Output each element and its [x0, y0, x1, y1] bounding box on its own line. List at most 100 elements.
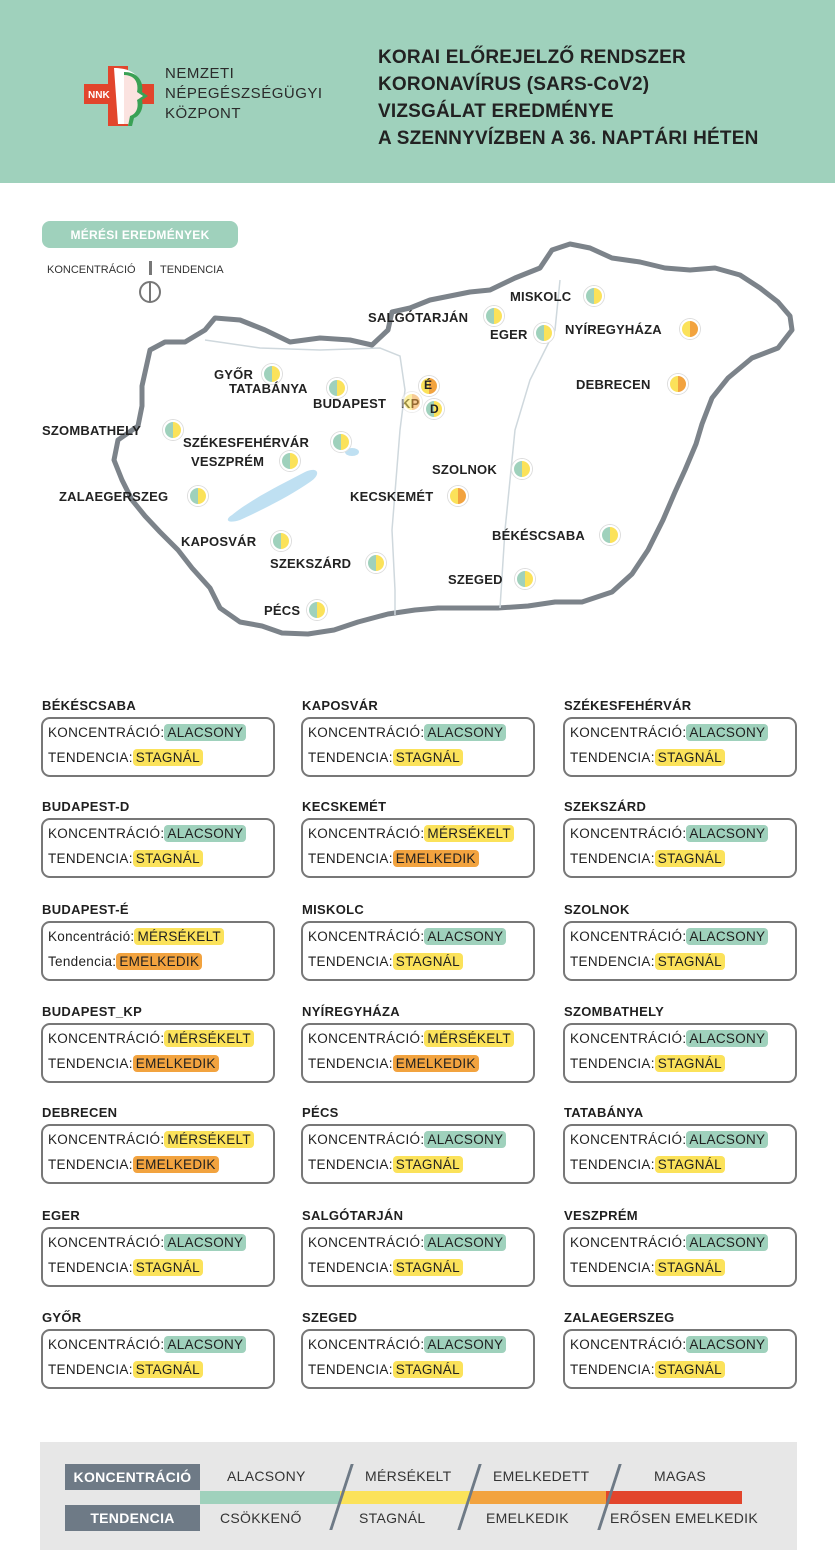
- title-line: A SZENNYVÍZBEN A 36. NAPTÁRI HÉTEN: [378, 128, 759, 149]
- tendency-row: TENDENCIA: EMELKEDIK: [308, 1055, 479, 1072]
- city-card: KONCENTRÁCIÓ: ALACSONY TENDENCIA: STAGNÁL: [301, 921, 535, 981]
- card-title-budapest-: BUDAPEST-É: [42, 902, 129, 917]
- tendency-value: EMELKEDIK: [132, 1156, 219, 1173]
- map-dot-szekszard: [366, 553, 386, 573]
- tendency-value: STAGNÁL: [654, 1055, 725, 1072]
- tendency-label: TENDENCIA:: [570, 1056, 655, 1071]
- card-title-veszpr-m: VESZPRÉM: [564, 1208, 638, 1223]
- concentration-row: KONCENTRÁCIÓ: ALACSONY: [570, 1336, 769, 1353]
- tendency-label: TENDENCIA:: [308, 851, 393, 866]
- concentration-row: KONCENTRÁCIÓ: ALACSONY: [570, 1131, 769, 1148]
- tendency-value: STAGNÁL: [654, 1361, 725, 1378]
- tendency-label: TENDENCIA:: [570, 851, 655, 866]
- map-label-szombathely: SZOMBATHELY: [42, 423, 141, 438]
- tendency-value: STAGNÁL: [392, 953, 463, 970]
- danube-river: [204, 339, 406, 615]
- city-card: KONCENTRÁCIÓ: ALACSONY TENDENCIA: STAGNÁL: [563, 717, 797, 777]
- concentration-row: KONCENTRÁCIÓ: ALACSONY: [570, 825, 769, 842]
- concentration-row: KONCENTRÁCIÓ: MÉRSÉKELT: [308, 825, 514, 842]
- concentration-value: ALACSONY: [424, 1336, 507, 1353]
- city-card: KONCENTRÁCIÓ: ALACSONY TENDENCIA: STAGNÁL: [41, 717, 275, 777]
- card-title-ny-regyh-za: NYÍREGYHÁZA: [302, 1004, 400, 1019]
- concentration-row: Koncentráció: MÉRSÉKELT: [48, 928, 224, 945]
- concentration-value: MÉRSÉKELT: [424, 1030, 514, 1047]
- tendency-label: TENDENCIA:: [570, 1157, 655, 1172]
- map-label-miskolc: MISKOLC: [510, 289, 572, 304]
- tendency-value: STAGNÁL: [654, 1156, 725, 1173]
- card-title-budapest-d: BUDAPEST-D: [42, 799, 130, 814]
- tendency-value: STAGNÁL: [132, 1259, 203, 1276]
- city-card: KONCENTRÁCIÓ: ALACSONY TENDENCIA: STAGNÁL: [301, 1124, 535, 1184]
- map-label-budapest: BUDAPEST: [313, 396, 387, 411]
- concentration-label: KONCENTRÁCIÓ:: [48, 725, 165, 740]
- map-dot-budapest-kp: [402, 392, 422, 412]
- tendency-value: EMELKEDIK: [116, 953, 203, 970]
- tendency-value: STAGNÁL: [392, 749, 463, 766]
- concentration-row: KONCENTRÁCIÓ: MÉRSÉKELT: [308, 1030, 514, 1047]
- legend-tend-strongly-rising: ERŐSEN EMELKEDIK: [610, 1510, 758, 1526]
- tendency-row: TENDENCIA: STAGNÁL: [48, 850, 203, 867]
- city-card: KONCENTRÁCIÓ: ALACSONY TENDENCIA: STAGNÁL: [563, 818, 797, 878]
- map-dot-szolnok: [512, 459, 532, 479]
- tendency-row: TENDENCIA: STAGNÁL: [308, 749, 463, 766]
- tendency-value: STAGNÁL: [654, 1259, 725, 1276]
- legend-strip-red: [606, 1491, 742, 1504]
- concentration-value: ALACSONY: [686, 1030, 769, 1047]
- city-card: KONCENTRÁCIÓ: MÉRSÉKELT TENDENCIA: EMELKEDI…: [301, 818, 535, 878]
- concentration-label: KONCENTRÁCIÓ:: [48, 1132, 165, 1147]
- tendency-value: STAGNÁL: [654, 749, 725, 766]
- legend-tendency-label: TENDENCIA: [160, 264, 224, 276]
- tendency-label: TENDENCIA:: [570, 1362, 655, 1377]
- concentration-label: KONCENTRÁCIÓ:: [570, 826, 687, 841]
- tendency-value: STAGNÁL: [392, 1259, 463, 1276]
- card-title-debrecen: DEBRECEN: [42, 1105, 118, 1120]
- map-label-zalaegerszeg: ZALAEGERSZEG: [59, 489, 169, 504]
- legend-conc-high: MAGAS: [654, 1468, 707, 1484]
- concentration-row: KONCENTRÁCIÓ: MÉRSÉKELT: [48, 1030, 254, 1047]
- concentration-row: KONCENTRÁCIÓ: ALACSONY: [48, 724, 247, 741]
- concentration-label: Koncentráció:: [48, 929, 135, 944]
- map-label-bekescsaba: BÉKÉSCSABA: [492, 528, 586, 543]
- concentration-label: KONCENTRÁCIÓ:: [48, 1235, 165, 1250]
- card-title-p-cs: PÉCS: [302, 1105, 339, 1120]
- map-dot-salgotarjan: [484, 306, 504, 326]
- concentration-row: KONCENTRÁCIÓ: ALACSONY: [570, 1030, 769, 1047]
- concentration-value: ALACSONY: [424, 1131, 507, 1148]
- org-line: NEMZETI: [165, 65, 235, 82]
- card-title-budapest-kp: BUDAPEST_KP: [42, 1004, 143, 1019]
- legend-strip-orange: [470, 1491, 610, 1504]
- map-dot-debrecen: [668, 374, 688, 394]
- concentration-value: MÉRSÉKELT: [134, 928, 224, 945]
- concentration-value: ALACSONY: [164, 1336, 247, 1353]
- map-dot-szombathely: [163, 420, 183, 440]
- legend-strip-yellow: [340, 1491, 480, 1504]
- map-label-szeged: SZEGED: [448, 572, 503, 587]
- concentration-row: KONCENTRÁCIÓ: ALACSONY: [308, 724, 507, 741]
- map-dot-kaposvar: [271, 531, 291, 551]
- logo-text: NNK: [88, 90, 110, 101]
- city-card: KONCENTRÁCIÓ: ALACSONY TENDENCIA: STAGNÁL: [41, 1227, 275, 1287]
- tendency-value: STAGNÁL: [392, 1361, 463, 1378]
- map-dot-nyiregyhaza: [680, 319, 700, 339]
- tendency-label: TENDENCIA:: [308, 1157, 393, 1172]
- card-title-zalaegerszeg: ZALAEGERSZEG: [564, 1310, 675, 1325]
- city-card: KONCENTRÁCIÓ: MÉRSÉKELT TENDENCIA: EMELKEDI…: [301, 1023, 535, 1083]
- map-dot-budapest-e: [419, 376, 439, 396]
- concentration-row: KONCENTRÁCIÓ: MÉRSÉKELT: [48, 1131, 254, 1148]
- concentration-row: KONCENTRÁCIÓ: ALACSONY: [308, 1336, 507, 1353]
- concentration-label: KONCENTRÁCIÓ:: [570, 1337, 687, 1352]
- concentration-label: KONCENTRÁCIÓ:: [570, 725, 687, 740]
- tendency-row: TENDENCIA: STAGNÁL: [308, 953, 463, 970]
- concentration-value: MÉRSÉKELT: [164, 1131, 254, 1148]
- tendency-label: TENDENCIA:: [48, 1362, 133, 1377]
- legend-conc-elevated: EMELKEDETT: [493, 1468, 590, 1484]
- concentration-label: KONCENTRÁCIÓ:: [308, 1031, 425, 1046]
- concentration-value: MÉRSÉKELT: [164, 1030, 254, 1047]
- concentration-label: KONCENTRÁCIÓ:: [308, 1132, 425, 1147]
- title-line: KORAI ELŐREJELZŐ RENDSZER: [378, 47, 686, 68]
- tisza-river: [499, 279, 561, 609]
- tendency-label: TENDENCIA:: [308, 954, 393, 969]
- city-card: KONCENTRÁCIÓ: ALACSONY TENDENCIA: STAGNÁL: [41, 1329, 275, 1389]
- card-title-miskolc: MISKOLC: [302, 902, 365, 917]
- card-title-szeged: SZEGED: [302, 1310, 358, 1325]
